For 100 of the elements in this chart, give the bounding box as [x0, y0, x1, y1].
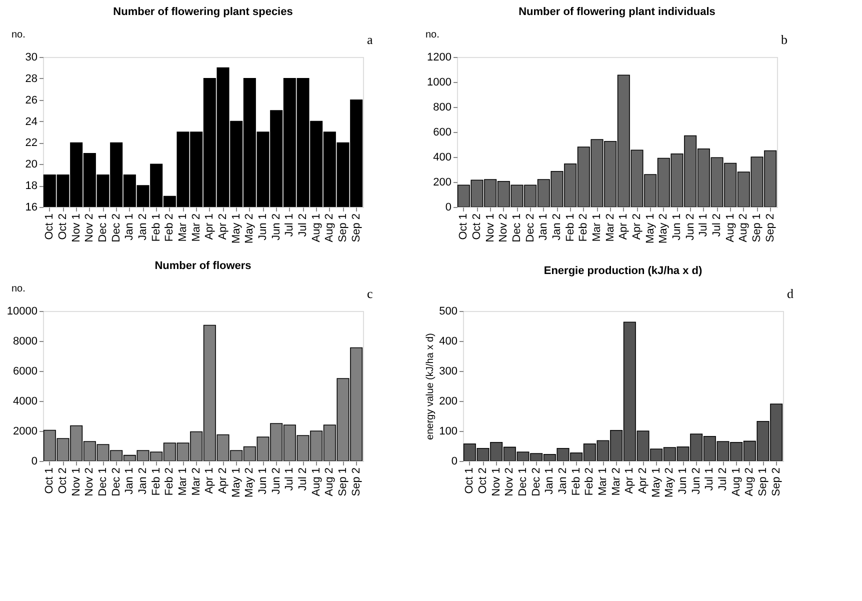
x-tick-label: Sep 1	[337, 468, 349, 496]
x-tick-label: Oct 1	[458, 214, 470, 240]
x-tick-label: Feb 2	[578, 214, 590, 242]
x-tick-label: Mar 2	[190, 214, 202, 242]
x-tick-label: Jan 2	[137, 468, 149, 494]
x-tick-label: Jun 2	[684, 214, 696, 240]
x-tick-label: Jan 1	[538, 214, 550, 240]
chart-title: Number of flowering plant species	[113, 6, 293, 18]
y-tick-label: 100	[439, 426, 458, 438]
x-tick-label: Dec 2	[530, 468, 542, 496]
x-tick-label: Apr 1	[618, 214, 630, 240]
y-tick-label: 20	[25, 158, 38, 171]
x-tick-label: Jul 1	[284, 468, 296, 491]
x-tick-label: Mar 1	[591, 214, 603, 242]
y-tick-label: 200	[439, 396, 458, 408]
x-tick-label: Feb 1	[150, 468, 162, 496]
y-tick-label: 800	[433, 102, 452, 114]
y-tick-label: 300	[439, 366, 458, 378]
x-tick-label: Jun 2	[270, 214, 282, 240]
x-tick-label: May 2	[664, 468, 676, 498]
x-tick-label: Mar 1	[177, 214, 189, 242]
x-tick-label: Jun 2	[270, 468, 282, 494]
x-tick-label: Jun 1	[671, 214, 683, 240]
y-tick-label: 2000	[13, 426, 38, 438]
x-tick-label: Aug 1	[730, 468, 742, 496]
y-tick-label: 26	[25, 94, 38, 106]
y-tick-label: 8000	[13, 336, 38, 348]
x-tick-label: May 1	[644, 214, 656, 244]
x-tick-label: Feb 1	[150, 214, 162, 242]
x-tick-label: Feb 2	[584, 468, 596, 496]
x-tick-label: Jan 2	[551, 214, 563, 240]
x-tick-label: Jan 2	[137, 214, 149, 240]
x-tick-label: Nov 2	[84, 214, 96, 242]
x-tick-label: Jun 1	[677, 468, 689, 494]
x-tick-label: Dec 1	[97, 214, 109, 242]
x-tick-label: Aug 2	[738, 214, 750, 242]
y-axis-title: no.	[12, 30, 26, 40]
x-tick-label: Feb 2	[164, 468, 176, 496]
x-tick-label: Apr 2	[217, 468, 229, 494]
y-axis-title: energy value (kJ/ha x d)	[425, 333, 436, 440]
x-tick-label: Jan 1	[124, 468, 136, 494]
x-tick-label: Mar 1	[177, 468, 189, 496]
x-tick-label: Mar 1	[597, 468, 609, 496]
y-tick-label: 10000	[6, 306, 38, 318]
x-tick-label: Jul 1	[698, 214, 710, 237]
y-tick-label: 0	[451, 456, 458, 468]
x-tick-label: Sep 1	[757, 468, 769, 496]
x-tick-label: Nov 1	[484, 214, 496, 242]
chart-title: Number of flowers	[154, 260, 252, 272]
x-tick-label: Oct 1	[44, 214, 56, 240]
x-tick-label: Feb 1	[570, 468, 582, 496]
x-tick-label: Mar 2	[190, 468, 202, 496]
text: b	[781, 32, 788, 47]
x-tick-label: Aug 2	[324, 214, 336, 242]
y-tick-label: 18	[25, 180, 38, 192]
x-tick-label: Jan 1	[124, 214, 136, 240]
x-tick-label: Sep 2	[770, 468, 782, 496]
x-tick-label: Jun 1	[257, 468, 269, 494]
x-tick-label: Apr 1	[204, 468, 216, 494]
x-tick-label: Aug 2	[324, 468, 336, 496]
x-tick-label: Jan 2	[557, 468, 569, 494]
y-tick-label: 400	[433, 152, 452, 164]
x-tick-label: Aug 2	[744, 468, 756, 496]
x-tick-label: May 1	[650, 468, 662, 498]
y-tick-label: 600	[433, 126, 452, 138]
x-tick-label: Apr 2	[217, 214, 229, 240]
x-tick-label: Jul 1	[284, 214, 296, 237]
x-tick-label: Nov 2	[504, 468, 516, 496]
y-tick-label: 28	[25, 72, 38, 85]
x-tick-label: Feb 2	[164, 214, 176, 242]
x-tick-label: Oct 2	[57, 214, 69, 240]
x-tick-label: May 2	[244, 214, 256, 244]
y-tick-label: 4000	[13, 396, 38, 408]
y-tick-label: 22	[25, 137, 38, 150]
x-tick-label: Oct 2	[471, 214, 483, 240]
x-tick-label: Apr 2	[631, 214, 643, 240]
y-tick-label: 1200	[427, 52, 452, 64]
y-axis-title: no.	[426, 30, 440, 40]
x-tick-label: May 1	[230, 468, 242, 498]
y-tick-label: 1000	[427, 76, 452, 88]
x-tick-label: Dec 2	[110, 468, 122, 496]
x-tick-label: Nov 1	[70, 468, 82, 496]
text: d	[787, 286, 794, 301]
x-tick-label: Apr 1	[204, 214, 216, 240]
x-tick-label: Mar 2	[604, 214, 616, 242]
x-tick-label: Jun 1	[257, 214, 269, 240]
x-tick-label: Dec 1	[511, 214, 523, 242]
x-tick-label: Oct 2	[477, 468, 489, 494]
text: a	[367, 32, 373, 47]
y-tick-label: 16	[25, 202, 38, 214]
x-tick-label: Jul 2	[297, 214, 309, 237]
y-tick-label: 400	[439, 336, 458, 348]
x-tick-label: Feb 1	[564, 214, 576, 242]
y-tick-label: 30	[25, 52, 38, 64]
x-tick-label: Nov 2	[84, 468, 96, 496]
chart-title: Number of flowering plant individuals	[518, 6, 716, 18]
y-tick-label: 24	[25, 116, 38, 128]
x-tick-label: Jul 2	[297, 468, 309, 491]
x-tick-label: Jul 1	[704, 468, 716, 491]
y-tick-label: 500	[439, 306, 458, 318]
